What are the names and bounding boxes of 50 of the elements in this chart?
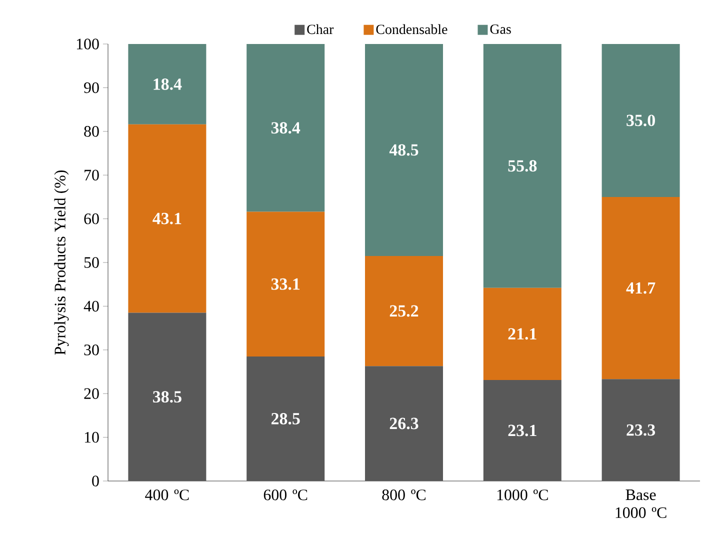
y-tick-label: 60 bbox=[84, 213, 99, 224]
y-tick-label: 70 bbox=[84, 170, 99, 180]
y-axis-title: Pyrolysis Products Yield (%) bbox=[54, 170, 69, 355]
bar bbox=[602, 44, 680, 197]
data-label: 23.3 bbox=[626, 424, 656, 436]
data-label: 26.3 bbox=[390, 418, 418, 430]
data-label: 23.1 bbox=[508, 424, 536, 436]
data-label: 55.8 bbox=[508, 160, 537, 172]
data-label: 25.2 bbox=[390, 305, 418, 317]
data-label: 43.1 bbox=[152, 212, 182, 224]
bar bbox=[128, 44, 206, 124]
data-label: 48.5 bbox=[389, 144, 418, 156]
bar bbox=[483, 44, 562, 288]
data-label: 38.4 bbox=[271, 122, 300, 134]
legend-label: Gas bbox=[490, 24, 511, 34]
x-tick-label: 800 ºC bbox=[382, 490, 426, 500]
x-tick-label: 1000 ºC bbox=[497, 490, 548, 500]
data-label: 33.1 bbox=[271, 278, 300, 290]
y-tick-label: 20 bbox=[84, 388, 99, 399]
data-label: 18.4 bbox=[154, 78, 182, 90]
y-tick-label: 30 bbox=[84, 344, 99, 356]
bar bbox=[246, 212, 325, 356]
data-label: 28.5 bbox=[272, 412, 300, 424]
bar bbox=[365, 366, 444, 481]
bar bbox=[246, 356, 325, 481]
x-tick-label: Base 1000 ºC bbox=[616, 490, 666, 518]
y-tick-label: 100 bbox=[76, 38, 99, 50]
y-tick-label: 10 bbox=[84, 432, 99, 443]
legend-label: Condensable bbox=[376, 24, 448, 34]
bar bbox=[602, 379, 680, 481]
bar bbox=[365, 256, 444, 366]
data-label: 38.5 bbox=[153, 391, 182, 403]
data-label: 21.1 bbox=[508, 328, 536, 340]
bar bbox=[483, 380, 562, 481]
y-tick-label: 80 bbox=[84, 126, 99, 137]
y-tick-label: 90 bbox=[84, 82, 99, 94]
data-label: 41.7 bbox=[626, 282, 656, 294]
bar bbox=[128, 124, 206, 313]
y-tick-label: 0 bbox=[92, 476, 99, 486]
legend-label: Char bbox=[307, 24, 334, 34]
bar bbox=[483, 288, 562, 380]
x-tick-label: 600 ºC bbox=[264, 490, 308, 500]
bar bbox=[365, 44, 444, 256]
y-tick-label: 40 bbox=[84, 300, 99, 312]
bar bbox=[128, 312, 206, 481]
bar bbox=[246, 44, 325, 212]
bar bbox=[602, 196, 680, 380]
data-label: 35.0 bbox=[626, 114, 655, 126]
y-tick-label: 50 bbox=[84, 257, 99, 268]
x-tick-label: 400 ºC bbox=[145, 490, 189, 500]
